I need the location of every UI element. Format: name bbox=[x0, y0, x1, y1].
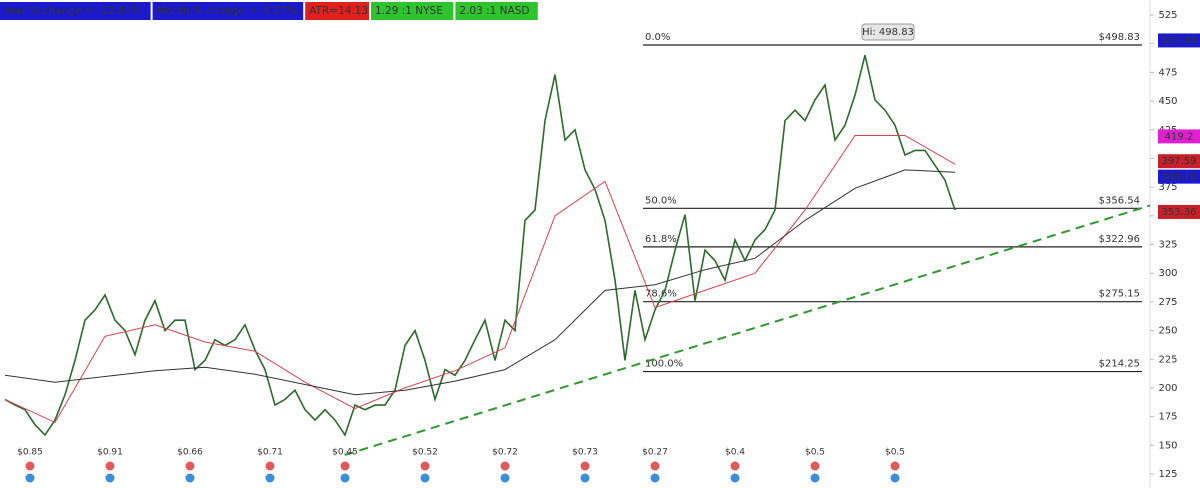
y-tick-label: 300 bbox=[1158, 268, 1177, 279]
dividend-icon bbox=[810, 473, 820, 483]
header-badge bbox=[152, 2, 304, 20]
dividend-icon bbox=[730, 473, 740, 483]
dividend-icon bbox=[500, 473, 510, 483]
y-tick-label: 250 bbox=[1158, 326, 1177, 337]
header-badge bbox=[0, 2, 151, 20]
y-tick-label: 150 bbox=[1158, 440, 1177, 451]
fib-price: $356.54 bbox=[1099, 195, 1140, 206]
dividend-icon bbox=[25, 473, 35, 483]
y-tick-label: 200 bbox=[1158, 383, 1177, 394]
dividend-label: $0.45 bbox=[332, 448, 358, 458]
dividend-icon bbox=[580, 461, 590, 471]
y-tick-label: 525 bbox=[1158, 10, 1177, 21]
y-tick-label: 125 bbox=[1158, 469, 1177, 480]
price-tag bbox=[1158, 129, 1200, 144]
dividend-icon bbox=[340, 473, 350, 483]
price-line bbox=[4, 55, 956, 437]
dividend-icon bbox=[105, 473, 115, 483]
fib-ratio: 0.0% bbox=[645, 32, 670, 43]
price-tag bbox=[1158, 33, 1200, 48]
header-badge bbox=[305, 2, 369, 20]
trendline bbox=[344, 204, 1151, 456]
dividend-label: $0.66 bbox=[177, 448, 203, 458]
y-tick-label: 275 bbox=[1158, 297, 1177, 308]
dividend-icon bbox=[730, 461, 740, 471]
y-tick-label: 450 bbox=[1158, 96, 1177, 107]
dividend-icon bbox=[105, 461, 115, 471]
price-line bbox=[4, 135, 956, 424]
fib-ratio: 78.6% bbox=[645, 289, 677, 300]
dividend-icon bbox=[420, 473, 430, 483]
price-tag-label: 502.84 bbox=[1162, 35, 1197, 46]
dividend-label: $0.91 bbox=[97, 448, 123, 458]
fib-ratio: 50.0% bbox=[645, 195, 677, 206]
fib-ratio: 61.8% bbox=[645, 234, 677, 245]
dividend-label: $0.4 bbox=[725, 448, 745, 458]
price-tag-label: 397.59 bbox=[1162, 156, 1197, 167]
header-badge bbox=[371, 2, 454, 20]
price-tag bbox=[1158, 204, 1200, 219]
dividend-label: $0.5 bbox=[805, 448, 825, 458]
dividend-icon bbox=[265, 473, 275, 483]
y-tick-label: 375 bbox=[1158, 182, 1177, 193]
annotation-box bbox=[861, 23, 915, 41]
y-tick-label: 225 bbox=[1158, 354, 1177, 365]
dividend-icon bbox=[25, 461, 35, 471]
header-badge-text: 2.03 :1 NASD bbox=[459, 5, 529, 17]
dividend-icon bbox=[650, 473, 660, 483]
high-annotation: Hi: 498.83 bbox=[862, 27, 914, 38]
fib-price: $498.83 bbox=[1099, 32, 1140, 43]
fib-price: $275.15 bbox=[1099, 289, 1140, 300]
dividend-icon bbox=[890, 461, 900, 471]
dividend-icon bbox=[265, 461, 275, 471]
price-tag-label: 384.14 bbox=[1162, 172, 1197, 183]
dividend-icon bbox=[580, 473, 590, 483]
dividend-label: $0.27 bbox=[642, 448, 668, 458]
fib-ratio: 100.0% bbox=[645, 359, 683, 370]
dividend-icon bbox=[500, 461, 510, 471]
dividend-icon bbox=[810, 461, 820, 471]
dividend-icon bbox=[185, 473, 195, 483]
header-badge-text: 1.29 :1 NYSE bbox=[375, 5, 443, 17]
fib-price: $322.96 bbox=[1099, 234, 1140, 245]
dividend-label: $0.73 bbox=[572, 448, 598, 458]
dividend-icon bbox=[420, 461, 430, 471]
header-badge-text: ATR=14.13 bbox=[309, 5, 368, 17]
dividend-icon bbox=[340, 461, 350, 471]
price-tag bbox=[1158, 154, 1200, 169]
price-tag-label: 419.2 bbox=[1165, 131, 1194, 142]
y-tick-label: 325 bbox=[1158, 240, 1177, 251]
price-tag bbox=[1158, 169, 1200, 184]
dividend-label: $0.52 bbox=[412, 448, 438, 458]
dividend-label: $0.71 bbox=[257, 448, 283, 458]
price-tag-label: 353.36 bbox=[1162, 207, 1197, 218]
dividend-label: $0.85 bbox=[17, 448, 43, 458]
dividend-label: $0.72 bbox=[492, 448, 518, 458]
y-tick-label: 475 bbox=[1158, 67, 1177, 78]
header-badge-text: Year % change = -22.81% bbox=[3, 5, 141, 17]
dividend-icon bbox=[890, 473, 900, 483]
header-badge-text: Month % change = -6.67% bbox=[157, 5, 298, 17]
fib-price: $214.25 bbox=[1099, 359, 1140, 370]
dividend-icon bbox=[185, 461, 195, 471]
dividend-icon bbox=[650, 461, 660, 471]
header-badge bbox=[455, 2, 538, 20]
y-tick-label: 175 bbox=[1158, 412, 1177, 423]
price-line bbox=[4, 169, 956, 396]
dividend-label: $0.5 bbox=[885, 448, 905, 458]
